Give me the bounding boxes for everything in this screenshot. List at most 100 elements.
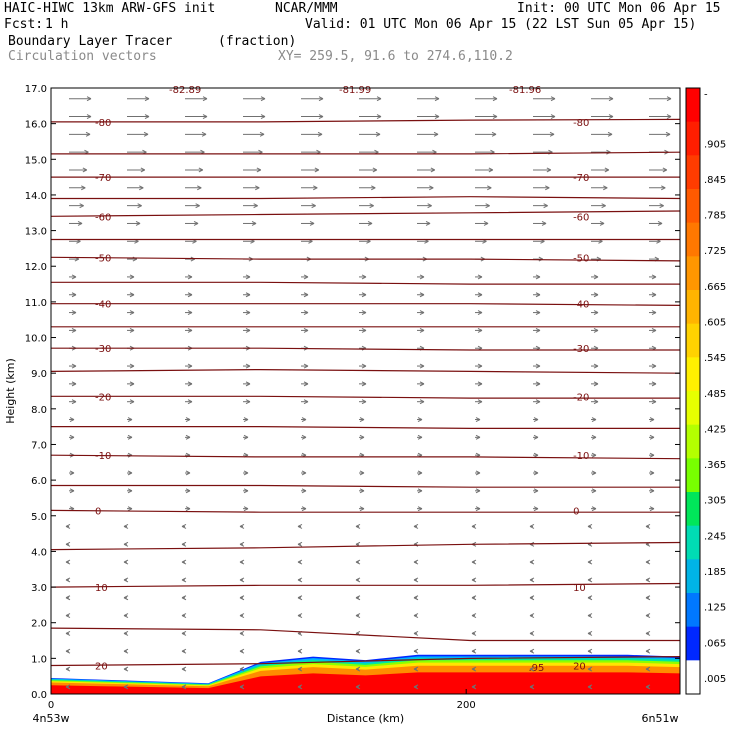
field-units: (fraction) — [218, 34, 297, 49]
wind-vector-head — [127, 434, 133, 440]
wind-vector-head — [603, 185, 608, 191]
wind-vector-head — [355, 613, 361, 619]
wind-vector-head — [492, 114, 498, 119]
wind-vector-head — [413, 666, 419, 672]
wind-vector-head — [434, 114, 440, 119]
wind-vector-head — [355, 524, 361, 529]
contour-label: -10 — [95, 451, 111, 462]
y-tick-label: 13.0 — [25, 227, 47, 238]
colorbar-label: .605 — [704, 317, 726, 328]
wind-vector-head — [375, 131, 381, 137]
colorbar-label: - — [704, 89, 708, 100]
y-tick-label: 11.0 — [25, 298, 47, 309]
y-tick-label: 8.0 — [31, 405, 47, 416]
wind-vector-head — [301, 488, 307, 494]
wind-vector-head — [376, 114, 382, 119]
contour-line — [51, 347, 680, 351]
wind-vector-head — [662, 167, 668, 173]
wind-vector-head — [587, 559, 593, 565]
wind-vector-head — [65, 630, 71, 636]
wind-vector-head — [645, 595, 651, 601]
wind-vector-head — [355, 648, 361, 654]
contour-line — [50, 210, 681, 217]
wind-vector-head — [475, 506, 481, 512]
wind-vector-head — [645, 666, 651, 672]
y-tick-label: 12.0 — [25, 262, 47, 273]
wind-vector-head — [71, 399, 77, 405]
wind-vector-head — [245, 274, 251, 280]
colorbar-segment — [686, 155, 700, 190]
wind-vector-head — [477, 399, 483, 405]
wind-vector-head — [492, 96, 498, 102]
wind-vector-head — [591, 506, 597, 512]
wind-vector-head — [297, 613, 303, 619]
wind-vector-head — [477, 363, 483, 369]
wind-vector-head — [529, 577, 535, 583]
wind-vector-head — [202, 114, 208, 119]
wind-vector-head — [550, 96, 556, 102]
contour-label: -30 — [95, 344, 111, 355]
wind-vector-head — [181, 595, 187, 601]
wind-vector-head — [477, 381, 483, 387]
wind-vector-head — [649, 470, 655, 476]
wind-vector-head — [371, 185, 376, 191]
wind-vector-head — [529, 666, 535, 672]
wind-vector-head — [251, 221, 257, 226]
colorbar-segment — [686, 492, 700, 527]
contour-label: -60 — [95, 212, 111, 223]
wind-vector-head — [297, 524, 303, 529]
colorbar-segment — [686, 525, 700, 560]
colorbar: - .905 .845 .785 .725 .665 .605 .545 .485 .425 .36… — [685, 87, 726, 695]
wind-vector-head — [587, 630, 593, 636]
wind-vector-head — [645, 648, 651, 654]
wind-vector-head — [239, 524, 245, 529]
wind-vector-head — [475, 417, 481, 422]
wind-vector-head — [123, 524, 129, 529]
wind-vector-head — [303, 274, 309, 280]
wind-vector-head — [181, 630, 187, 636]
wind-vector-head — [587, 595, 593, 601]
vectors-label: Circulation vectors — [8, 49, 157, 64]
wind-vector-head — [139, 185, 144, 191]
wind-vector-head — [303, 292, 309, 298]
wind-vector-head — [419, 381, 425, 387]
wind-vector-head — [129, 399, 135, 405]
wind-vector-head — [185, 434, 191, 440]
fcst-label: Fcst: — [4, 17, 44, 32]
boundary-layer-label: .95 — [528, 663, 544, 674]
contour-label: -30 — [573, 344, 589, 355]
contour-line — [50, 627, 680, 642]
org-label: NCAR/MMM — [275, 1, 338, 16]
contour-label: -10 — [573, 451, 589, 462]
wind-vector-head — [239, 595, 245, 601]
wind-vector-head — [239, 684, 245, 690]
wind-vector-head — [181, 684, 187, 690]
wind-vector-head — [529, 613, 535, 619]
wind-vector-head — [127, 488, 133, 494]
contour-label: -20 — [573, 392, 589, 403]
wind-vector-head — [471, 524, 477, 529]
wind-vector-head — [303, 310, 309, 316]
y-tick-label: 6.0 — [31, 476, 47, 487]
wind-vector-head — [239, 630, 245, 636]
wind-vector-head — [245, 292, 251, 298]
wind-vector-head — [419, 327, 425, 333]
wind-vector-head — [301, 434, 307, 440]
y-tick-label: 9.0 — [31, 369, 47, 380]
wind-vector-head — [297, 684, 303, 690]
wind-vector-head — [245, 399, 251, 405]
wind-vector-head — [593, 399, 599, 405]
wind-vector-head — [359, 506, 365, 512]
wind-vector-head — [123, 595, 129, 601]
temperature-contours: -80 -80 -70 -70 -60 -60 -50 -50 -40 -40 -30 -30 -20 -… — [50, 85, 681, 672]
wind-vector-head — [65, 595, 71, 601]
wind-vector-head — [245, 363, 251, 369]
wind-vector-head — [477, 327, 483, 333]
wind-vector-head — [71, 310, 77, 316]
init-time: Init: 00 UTC Mon 06 Apr 15 — [517, 1, 721, 16]
wind-vector-head — [587, 577, 593, 583]
wind-vector-head — [301, 417, 307, 422]
colorbar-frame — [685, 87, 701, 695]
contour-line — [51, 196, 681, 200]
